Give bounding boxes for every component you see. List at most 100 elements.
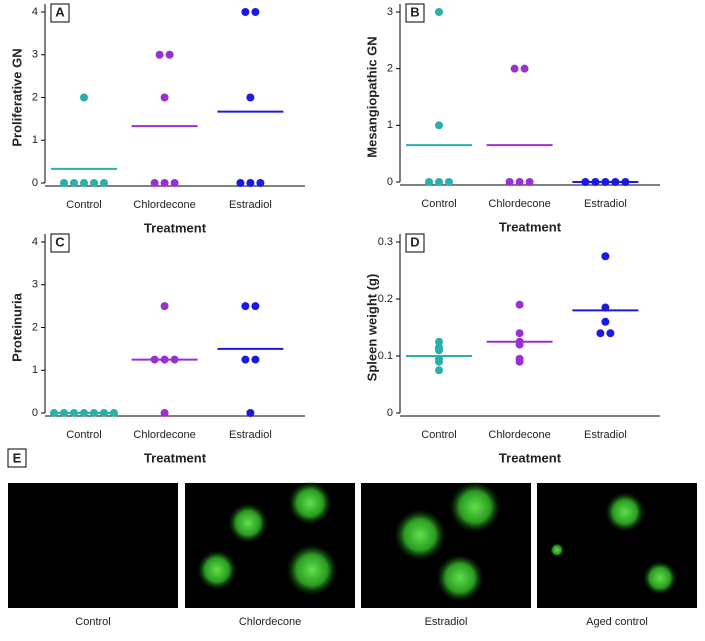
data-point	[515, 178, 524, 186]
x-tick-label: Estradiol	[229, 429, 272, 441]
data-point	[90, 179, 98, 187]
data-point	[435, 357, 443, 366]
y-tick-label: 0	[32, 177, 38, 189]
data-point	[241, 302, 250, 311]
x-axis-label: Treatment	[144, 220, 207, 235]
x-tick-label: Chlordecone	[488, 198, 550, 210]
y-tick-label: 1	[32, 134, 38, 146]
data-point	[80, 179, 88, 187]
glomerulus	[288, 481, 332, 525]
data-point	[160, 409, 169, 417]
data-point	[241, 355, 250, 364]
x-tick-label: Control	[421, 198, 456, 210]
panel-box	[405, 233, 425, 253]
data-point	[606, 329, 615, 338]
glomerulus	[449, 481, 501, 533]
data-point	[236, 179, 245, 187]
panel-box	[50, 3, 70, 23]
data-point	[160, 179, 169, 187]
data-point	[251, 8, 260, 16]
data-point	[525, 178, 534, 186]
data-point	[435, 178, 443, 186]
x-tick-label: Estradiol	[584, 429, 627, 441]
data-point	[170, 179, 179, 187]
y-tick-label: 0	[387, 176, 393, 188]
glomerulus	[228, 503, 268, 543]
data-point	[520, 64, 529, 73]
caption: Chlordecone	[239, 616, 301, 628]
y-tick-label: 0	[387, 407, 393, 419]
data-point	[160, 93, 169, 102]
y-axis-label: Spleen weight (g)	[364, 274, 379, 382]
y-tick-label: 0.2	[378, 293, 393, 305]
data-point	[70, 179, 78, 187]
caption: Aged control	[586, 616, 648, 628]
y-tick-label: 1	[32, 364, 38, 376]
glomerulus	[197, 550, 237, 590]
image	[8, 483, 178, 608]
data-point	[435, 343, 443, 352]
panel-letter: A	[55, 4, 65, 19]
caption: Estradiol	[425, 616, 468, 628]
y-tick-label: 2	[387, 63, 393, 75]
glomerulus	[605, 492, 645, 532]
data-point	[246, 179, 255, 187]
data-point	[596, 329, 605, 338]
panel-letter: B	[410, 4, 419, 19]
panel-box	[405, 3, 425, 23]
data-point	[510, 64, 519, 73]
x-tick-label: Control	[421, 429, 456, 441]
y-tick-label: 4	[32, 236, 38, 248]
panel-box	[50, 233, 70, 253]
data-point	[435, 337, 443, 346]
x-tick-label: Chlordecone	[133, 199, 195, 211]
x-axis-label: Treatment	[499, 219, 562, 234]
micrographs	[8, 481, 697, 608]
glomerulus	[436, 554, 484, 602]
data-point	[251, 355, 260, 364]
glomerulus	[394, 509, 446, 561]
data-point	[505, 178, 514, 186]
panel-letter: D	[410, 234, 419, 249]
data-point	[601, 317, 610, 326]
panel-box	[7, 448, 27, 468]
y-tick-label: 1	[387, 119, 393, 131]
x-axis-label: Treatment	[499, 450, 562, 465]
y-axis-label: Proliferative GN	[9, 48, 24, 146]
data-point	[445, 178, 453, 186]
y-tick-label: 4	[32, 6, 38, 18]
data-point	[165, 50, 174, 59]
data-point	[150, 179, 159, 187]
glomerulus	[550, 543, 564, 557]
data-point	[241, 8, 250, 16]
data-point	[435, 366, 443, 375]
x-tick-label: Chlordecone	[133, 429, 195, 441]
x-tick-label: Estradiol	[229, 199, 272, 211]
x-tick-label: Control	[66, 199, 101, 211]
data-point	[515, 329, 524, 338]
data-point	[256, 179, 265, 187]
data-point	[515, 357, 524, 366]
y-axis-label: Proteinuria	[9, 292, 24, 361]
y-tick-label: 2	[32, 321, 38, 333]
glomerulus	[643, 561, 677, 595]
panel-letter: E	[13, 450, 22, 465]
y-axis-label: Mesangiopathic GN	[364, 36, 379, 157]
data-point	[425, 178, 433, 186]
data-point	[60, 179, 68, 187]
data-point	[435, 8, 443, 16]
y-tick-label: 0	[32, 407, 38, 419]
x-tick-label: Control	[66, 429, 101, 441]
data-point	[155, 50, 164, 59]
data-point	[160, 302, 169, 311]
glomerulus	[286, 544, 338, 596]
caption: Control	[75, 616, 110, 628]
data-point	[435, 121, 443, 130]
data-point	[246, 93, 255, 102]
data-point	[246, 409, 255, 417]
y-tick-label: 0.1	[378, 350, 393, 362]
data-point	[251, 302, 260, 311]
x-tick-label: Estradiol	[584, 198, 627, 210]
data-point	[515, 300, 524, 309]
